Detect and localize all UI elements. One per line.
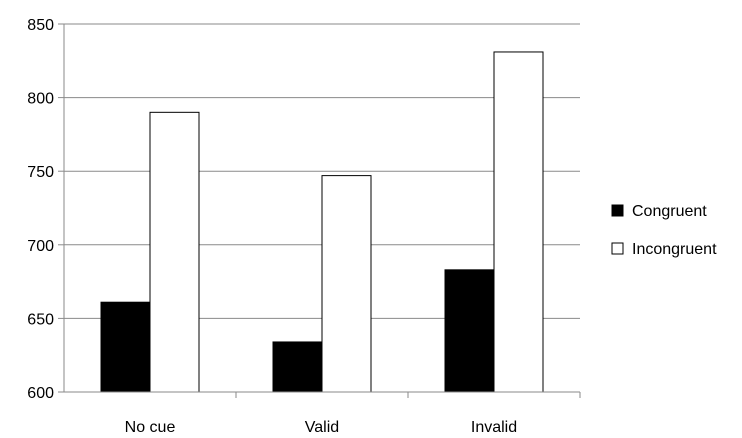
y-tick-label: 600 bbox=[27, 385, 54, 402]
y-tick-label: 800 bbox=[27, 91, 54, 108]
bar-congruent-invalid bbox=[444, 269, 495, 393]
bars bbox=[100, 51, 544, 393]
legend-label-incongruent: Incongruent bbox=[632, 241, 717, 258]
legend: Congruent Incongruent bbox=[611, 203, 717, 258]
legend-label-congruent: Congruent bbox=[632, 203, 707, 220]
y-tick-label: 650 bbox=[27, 311, 54, 328]
bar-incongruent-valid bbox=[321, 175, 372, 393]
bar-incongruent-invalid bbox=[493, 51, 544, 393]
x-category-label: Valid bbox=[305, 419, 339, 436]
legend-swatch-congruent bbox=[611, 204, 624, 217]
x-category-labels: No cue Valid Invalid bbox=[125, 419, 517, 436]
y-tick-label: 700 bbox=[27, 238, 54, 255]
axes bbox=[58, 23, 581, 398]
y-tick-label: 750 bbox=[27, 164, 54, 181]
legend-swatch-incongruent bbox=[611, 242, 624, 255]
bar-congruent-valid bbox=[272, 341, 323, 393]
bar-incongruent-no-cue bbox=[149, 111, 200, 393]
bar-congruent-no-cue bbox=[100, 301, 151, 393]
y-tick-label: 850 bbox=[27, 17, 54, 34]
y-tick-labels: 600 650 700 750 800 850 bbox=[27, 17, 54, 402]
x-category-label: No cue bbox=[125, 419, 176, 436]
x-category-label: Invalid bbox=[471, 419, 517, 436]
